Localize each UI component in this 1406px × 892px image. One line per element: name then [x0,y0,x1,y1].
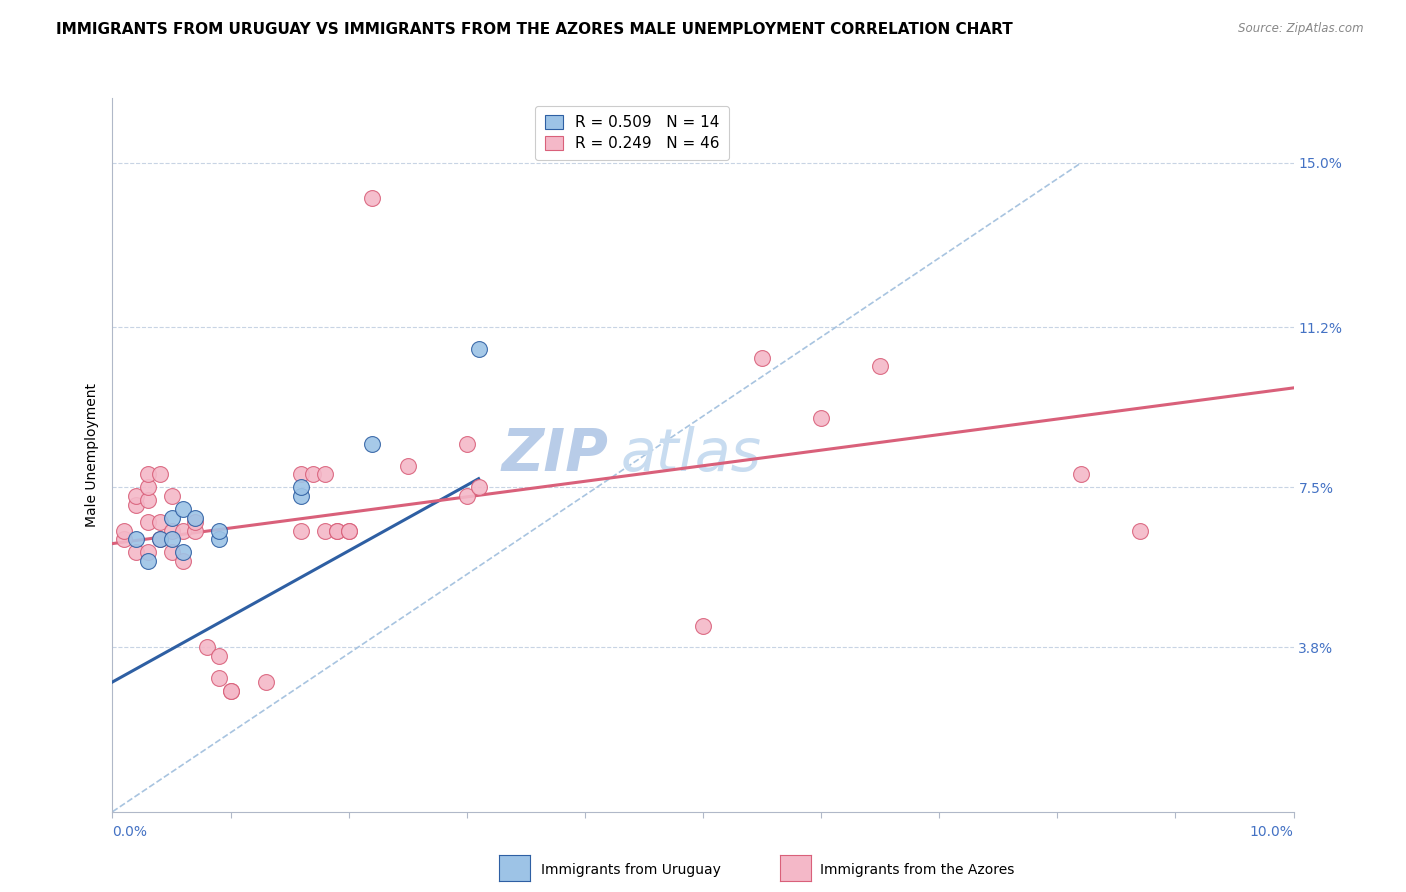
Text: 10.0%: 10.0% [1250,825,1294,839]
Text: Immigrants from Uruguay: Immigrants from Uruguay [541,863,721,877]
Point [361,437,384,451]
Point [160,510,183,524]
Point [136,493,159,508]
Point [136,554,159,568]
Text: Immigrants from the Azores: Immigrants from the Azores [820,863,1014,877]
Point [467,342,489,356]
Point [314,467,336,482]
Point [396,458,419,473]
Point [160,524,183,538]
Point [208,648,231,663]
Text: 0.0%: 0.0% [112,825,148,839]
Point [290,467,312,482]
Point [254,675,277,690]
Text: ZIP: ZIP [502,426,609,483]
Point [337,524,360,538]
Point [208,671,231,685]
Point [869,359,891,374]
Point [172,545,194,559]
Point [326,524,349,538]
Legend: R = 0.509   N = 14, R = 0.249   N = 46: R = 0.509 N = 14, R = 0.249 N = 46 [536,106,728,161]
Point [290,489,312,503]
Point [337,524,360,538]
Text: Source: ZipAtlas.com: Source: ZipAtlas.com [1239,22,1364,36]
Point [219,683,242,698]
Point [125,498,148,512]
Point [692,619,714,633]
Point [112,533,135,547]
Point [160,533,183,547]
Point [184,515,207,529]
Point [184,510,207,524]
Point [361,191,384,205]
Point [219,683,242,698]
Point [149,467,172,482]
Point [136,480,159,494]
Point [314,524,336,538]
Point [125,533,148,547]
Point [112,524,135,538]
Point [172,524,194,538]
Point [1129,524,1152,538]
Point [149,533,172,547]
Text: IMMIGRANTS FROM URUGUAY VS IMMIGRANTS FROM THE AZORES MALE UNEMPLOYMENT CORRELAT: IMMIGRANTS FROM URUGUAY VS IMMIGRANTS FR… [56,22,1012,37]
Point [136,545,159,559]
Point [195,640,218,655]
Point [326,524,349,538]
Point [136,515,159,529]
Point [208,524,231,538]
Point [160,545,183,559]
Point [456,437,478,451]
Point [467,480,489,494]
Point [149,515,172,529]
Point [172,554,194,568]
Point [290,480,312,494]
Point [125,489,148,503]
Point [290,524,312,538]
Point [302,467,325,482]
Point [172,502,194,516]
Point [160,489,183,503]
Point [208,533,231,547]
Text: atlas: atlas [620,426,761,483]
Point [1070,467,1092,482]
Point [810,411,832,425]
Point [751,351,773,365]
Point [456,489,478,503]
Point [136,467,159,482]
Point [125,545,148,559]
Y-axis label: Male Unemployment: Male Unemployment [86,383,100,527]
Point [149,533,172,547]
Point [184,524,207,538]
